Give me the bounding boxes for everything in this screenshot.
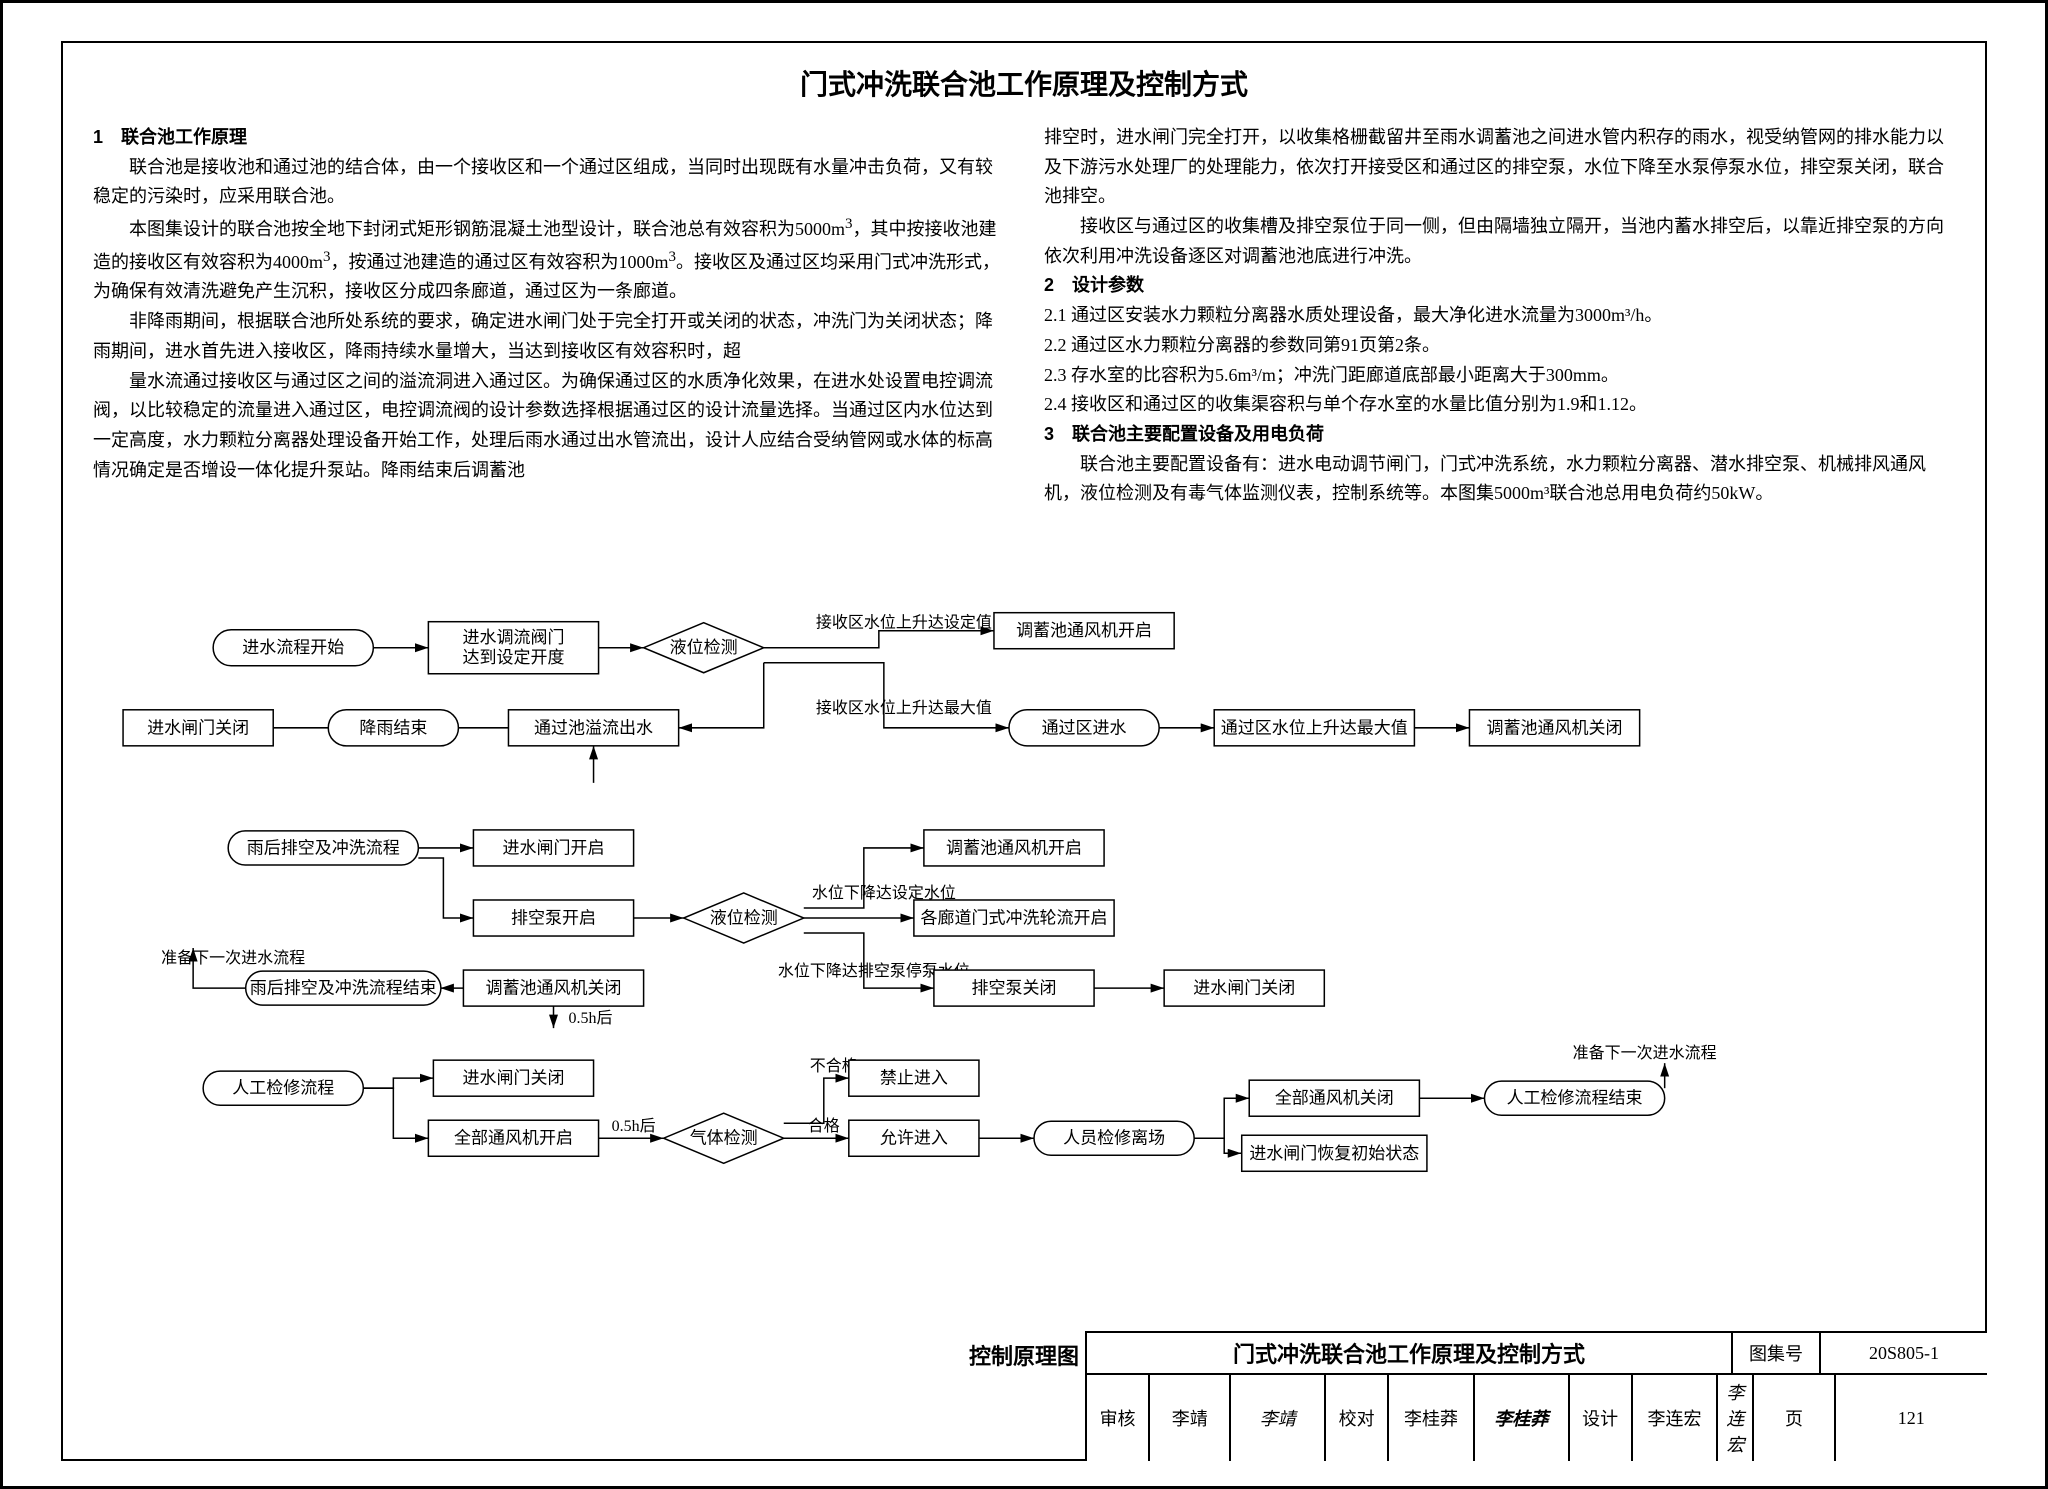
c2-p2: 接收区与通过区的收集槽及排空泵位于同一侧，但由隔墙独立隔开，当池内蓄水排空后，以… [1044,212,1955,271]
s3-p: 联合池主要配置设备有：进水电动调节闸门，门式冲洗系统，水力颗粒分离器、潜水排空泵… [1044,450,1955,509]
svg-text:排空泵开启: 排空泵开启 [511,909,596,928]
svg-text:进水闸门关闭: 进水闸门关闭 [147,718,249,737]
svg-text:进水闸门恢复初始状态: 进水闸门恢复初始状态 [1249,1144,1419,1163]
left-column: 1 联合池工作原理 联合池是接收池和通过池的结合体，由一个接收区和一个通过区组成… [93,123,1004,509]
svg-text:进水流程开始: 进水流程开始 [242,638,344,657]
tb-review-l: 审核 [1087,1375,1150,1461]
text-columns: 1 联合池工作原理 联合池是接收池和通过池的结合体，由一个接收区和一个通过区组成… [93,123,1955,509]
svg-text:人工检修流程结束: 人工检修流程结束 [1507,1089,1643,1108]
svg-text:液位检测: 液位检测 [670,638,738,657]
tb-design-s: 李连宏 [1718,1375,1754,1461]
txt: 本图集设计的联合池按全地下封闭式矩形钢筋混凝土池型设计，联合池总有效容积为500… [129,219,845,239]
svg-text:通过区水位上升达最大值: 通过区水位上升达最大值 [1221,718,1408,737]
right-column: 排空时，进水闸门完全打开，以收集格栅截留井至雨水调蓄池之间进水管内积存的雨水，视… [1044,123,1955,509]
svg-text:全部通风机关闭: 全部通风机关闭 [1275,1089,1394,1108]
svg-text:准备下一次进水流程: 准备下一次进水流程 [1573,1044,1717,1062]
flowchart: 接收区水位上升达设定值接收区水位上升达最大值水位下降达设定水位水位下降达排空泵停… [63,533,1985,1283]
svg-text:人工检修流程: 人工检修流程 [232,1079,334,1098]
s2-4: 2.4 接收区和通过区的收集渠容积与单个存水室的水量比值分别为1.9和1.12。 [1044,390,1955,420]
svg-text:降雨结束: 降雨结束 [359,718,427,737]
flowchart-svg: 接收区水位上升达设定值接收区水位上升达最大值水位下降达设定水位水位下降达排空泵停… [63,533,1985,1283]
s1-p2: 本图集设计的联合池按全地下封闭式矩形钢筋混凝土池型设计，联合池总有效容积为500… [93,212,1004,307]
svg-text:全部通风机开启: 全部通风机开启 [454,1129,573,1148]
tb-page-n: 121 [1836,1375,1987,1461]
c2-p1: 排空时，进水闸门完全打开，以收集格栅截留井至雨水调蓄池之间进水管内积存的雨水，视… [1044,123,1955,212]
tb-design-n: 李连宏 [1633,1375,1719,1461]
section3-heading: 3 联合池主要配置设备及用电负荷 [1044,420,1955,450]
section1-heading: 1 联合池工作原理 [93,123,1004,153]
s2-1: 2.1 通过区安装水力颗粒分离器水质处理设备，最大净化进水流量为3000m³/h… [1044,301,1955,331]
tb-main: 门式冲洗联合池工作原理及控制方式 [1087,1333,1733,1373]
tb-check-s: 李桂莽 [1475,1375,1570,1461]
svg-text:液位检测: 液位检测 [710,909,778,928]
tb-review-n: 李靖 [1150,1375,1231,1461]
tb-design-l: 设计 [1570,1375,1633,1461]
tb-check-n: 李桂莽 [1389,1375,1475,1461]
svg-text:进水调流阀门: 进水调流阀门 [462,628,564,647]
svg-text:0.5h后: 0.5h后 [612,1117,656,1135]
svg-text:进水闸门关闭: 进水闸门关闭 [1193,979,1295,998]
svg-text:接收区水位上升达最大值: 接收区水位上升达最大值 [816,699,992,717]
tb-review-s: 李靖 [1231,1375,1326,1461]
svg-text:达到设定开度: 达到设定开度 [462,648,564,667]
svg-text:合格: 合格 [808,1117,840,1135]
svg-text:进水闸门关闭: 进水闸门关闭 [462,1069,564,1088]
svg-text:通过池溢流出水: 通过池溢流出水 [534,718,653,737]
svg-text:进水闸门开启: 进水闸门开启 [503,838,605,857]
svg-text:排空泵关闭: 排空泵关闭 [971,979,1056,998]
svg-text:准备下一次进水流程: 准备下一次进水流程 [161,949,305,967]
svg-text:雨后排空及冲洗流程结束: 雨后排空及冲洗流程结束 [250,979,437,998]
s1-p3: 非降雨期间，根据联合池所处系统的要求，确定进水闸门处于完全打开或关闭的状态，冲洗… [93,307,1004,366]
svg-text:允许进入: 允许进入 [880,1129,948,1148]
svg-text:禁止进入: 禁止进入 [880,1069,948,1088]
tb-page-l: 页 [1754,1375,1835,1461]
svg-text:人员检修离场: 人员检修离场 [1063,1129,1165,1148]
s2-2: 2.2 通过区水力颗粒分离器的参数同第91页第2条。 [1044,331,1955,361]
s2-3: 2.3 存水室的比容积为5.6m³/m；冲洗门距廊道底部最小距离大于300mm。 [1044,361,1955,391]
svg-text:气体检测: 气体检测 [690,1129,758,1148]
svg-text:雨后排空及冲洗流程: 雨后排空及冲洗流程 [247,838,400,857]
svg-text:调蓄池通风机关闭: 调蓄池通风机关闭 [486,979,622,998]
svg-text:0.5h后: 0.5h后 [569,1009,613,1027]
title-block: 门式冲洗联合池工作原理及控制方式 图集号 20S805-1 审核 李靖 李靖 校… [1085,1331,1987,1461]
s1-p1: 联合池是接收池和通过池的结合体，由一个接收区和一个通过区组成，当同时出现既有水量… [93,153,1004,212]
tb-check-l: 校对 [1326,1375,1389,1461]
page: 门式冲洗联合池工作原理及控制方式 1 联合池工作原理 联合池是接收池和通过池的结… [0,0,2048,1489]
s1-p4: 量水流通过接收区与通过区之间的溢流洞进入通过区。为确保通过区的水质净化效果，在进… [93,367,1004,486]
content-area: 门式冲洗联合池工作原理及控制方式 1 联合池工作原理 联合池是接收池和通过池的结… [93,63,1955,509]
svg-text:各廊道门式冲洗轮流开启: 各廊道门式冲洗轮流开启 [920,909,1107,928]
page-title: 门式冲洗联合池工作原理及控制方式 [93,63,1955,103]
tb-atlas-no: 20S805-1 [1821,1333,1987,1373]
txt: ，按通过池建造的通过区有效容积为1000m [331,252,669,272]
svg-text:调蓄池通风机开启: 调蓄池通风机开启 [946,838,1082,857]
section2-heading: 2 设计参数 [1044,271,1955,301]
tb-atlas-label: 图集号 [1733,1333,1821,1373]
svg-text:调蓄池通风机关闭: 调蓄池通风机关闭 [1487,718,1623,737]
svg-text:接收区水位上升达设定值: 接收区水位上升达设定值 [816,614,992,632]
svg-text:通过区进水: 通过区进水 [1042,718,1127,737]
svg-text:调蓄池通风机开启: 调蓄池通风机开启 [1016,621,1152,640]
